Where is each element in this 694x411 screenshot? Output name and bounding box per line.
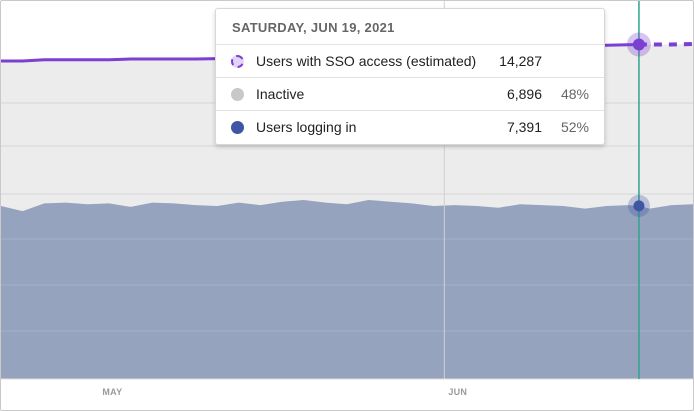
tooltip-row-inactive: Inactive 6,896 48%	[216, 78, 604, 111]
logging-in-legend-dot-icon	[231, 121, 244, 134]
hover-point-logging-in	[633, 200, 645, 212]
series-area-users-logging-in	[1, 200, 693, 379]
tooltip-row-pct: 52%	[560, 119, 589, 135]
hover-point-sso	[632, 38, 645, 51]
tooltip-row-sso: Users with SSO access (estimated) 14,287	[216, 45, 604, 78]
tooltip-row-pct: 48%	[560, 86, 589, 102]
tooltip-date: SATURDAY, JUN 19, 2021	[216, 9, 604, 45]
inactive-legend-dot-icon	[231, 88, 244, 101]
tooltip-row-value: 7,391	[506, 119, 542, 135]
chart-tooltip: SATURDAY, JUN 19, 2021 Users with SSO ac…	[215, 8, 605, 145]
tooltip-row-value: 6,896	[506, 86, 542, 102]
tooltip-row-label: Users with SSO access (estimated)	[256, 53, 477, 69]
x-tick-label: MAY	[102, 387, 122, 397]
sso-legend-dot-icon	[231, 55, 244, 68]
tooltip-row-value: 14,287	[499, 53, 542, 69]
tooltip-row-label: Users logging in	[256, 119, 357, 135]
tooltip-row-label: Inactive	[256, 86, 305, 102]
tooltip-row-logging-in: Users logging in 7,391 52%	[216, 111, 604, 144]
x-tick-label: JUN	[448, 387, 467, 397]
